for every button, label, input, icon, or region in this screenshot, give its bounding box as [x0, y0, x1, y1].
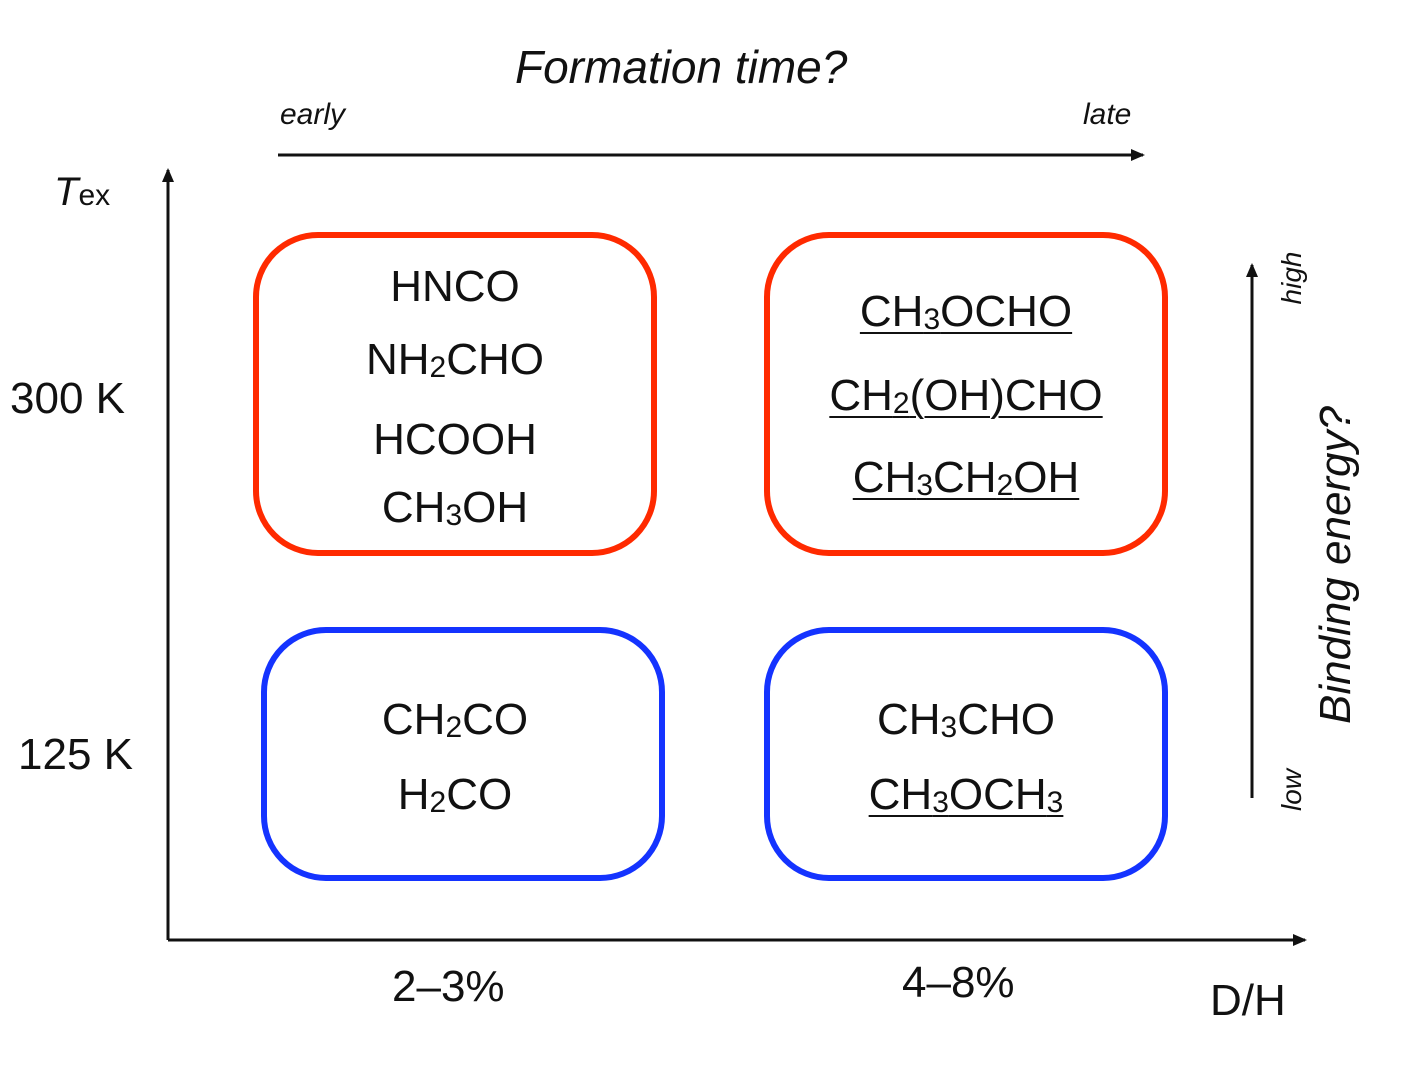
box-125k-high-dh: [764, 627, 1168, 881]
molecule-formula: CH3OCHO: [860, 290, 1072, 335]
formula-subscript: 2: [892, 387, 910, 420]
formula-subscript: 2: [429, 351, 447, 384]
x-tick-high-dh: 4–8%: [902, 958, 1015, 1007]
molecule-formula: CH2CO: [382, 698, 528, 743]
formula-part: CO: [446, 770, 513, 819]
molecule-formula: HCOOH: [373, 418, 537, 462]
formula-subscript: 2: [429, 786, 447, 819]
formula-part: HNCO: [390, 262, 520, 311]
formula-part: H: [397, 770, 430, 819]
molecule-formula: HNCO: [390, 265, 520, 309]
formula-part: OH: [1013, 453, 1080, 502]
binding-low-label: low: [1276, 768, 1307, 812]
formula-part: CH: [859, 287, 924, 336]
box-125k-low-dh: [261, 627, 665, 881]
formula-subscript: 3: [445, 499, 463, 532]
diagram-title: Formation time?: [515, 41, 848, 93]
formula-part: CH: [868, 770, 933, 819]
formula-subscript: 3: [940, 711, 958, 744]
formula-part: OCH: [948, 770, 1047, 819]
time-late-label: late: [1083, 98, 1132, 131]
y-tick-125k: 125 K: [18, 730, 133, 779]
formula-part: CH: [829, 371, 893, 420]
formula-part: CHO: [957, 695, 1056, 744]
molecule-formula: CH2(OH)CHO: [829, 374, 1102, 419]
y-axis-subscript: ex: [78, 179, 111, 212]
formula-subscript: 3: [923, 303, 941, 336]
box-300k-high-dh: [764, 232, 1168, 556]
formula-subscript: 2: [996, 469, 1014, 502]
y-axis-label: Tex: [54, 170, 110, 215]
formula-part: NH: [365, 335, 430, 384]
x-axis-label: D/H: [1210, 976, 1286, 1025]
formula-subscript: 3: [932, 786, 949, 819]
molecule-formula: CH3CH2OH: [853, 456, 1080, 501]
y-tick-300k: 300 K: [10, 374, 125, 423]
formula-part: CH: [381, 695, 446, 744]
molecule-formula: CH3OCH3: [869, 773, 1064, 818]
formula-part: CHO: [446, 335, 545, 384]
formula-subscript: 3: [1046, 786, 1064, 819]
formula-part: OCHO: [940, 287, 1073, 336]
formula-part: HCOOH: [373, 415, 537, 464]
formula-part: CH: [852, 453, 917, 502]
molecule-formula: CH3CHO: [877, 698, 1055, 743]
formula-part: OH: [462, 483, 529, 532]
binding-energy-label: Binding energy?: [1311, 405, 1360, 725]
formula-part: CH: [933, 453, 997, 502]
binding-high-label: high: [1276, 251, 1307, 305]
formula-part: CO: [462, 695, 529, 744]
formula-part: CH: [381, 483, 446, 532]
formula-subscript: 3: [916, 469, 933, 502]
formula-part: CH: [876, 695, 941, 744]
molecule-formula: CH3OH: [382, 486, 528, 531]
time-early-label: early: [280, 98, 346, 131]
x-tick-low-dh: 2–3%: [392, 962, 505, 1011]
formula-subscript: 2: [445, 711, 463, 744]
y-axis-symbol: T: [54, 170, 79, 214]
molecule-formula: H2CO: [398, 773, 512, 818]
formula-part: (OH)CHO: [909, 371, 1103, 420]
box-300k-low-dh: [253, 232, 657, 556]
molecule-formula: NH2CHO: [366, 338, 544, 383]
